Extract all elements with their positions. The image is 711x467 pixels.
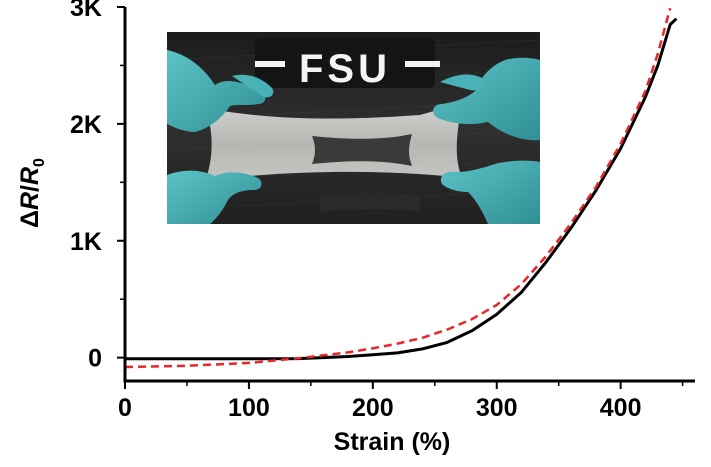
- y-tick-label: 2K: [70, 111, 102, 139]
- glove-top-right: [433, 57, 540, 141]
- data-lines: [125, 7, 678, 369]
- y-title-subscript: 0: [31, 158, 48, 167]
- fsu-sign-text: FSU: [299, 47, 391, 91]
- x-ticks: 0 100 200 300 400: [118, 381, 684, 422]
- x-tick-label: 300: [476, 394, 518, 422]
- fit-curve-line: [125, 7, 672, 369]
- y-tick-label: 3K: [70, 0, 102, 22]
- x-tick-label: 100: [228, 394, 270, 422]
- glove-top-left: [167, 50, 274, 132]
- inset-photo: FSU: [167, 32, 540, 224]
- x-tick-label: 0: [118, 394, 132, 422]
- x-tick-label: 200: [352, 394, 394, 422]
- glove-bottom-left: [167, 170, 262, 224]
- x-tick-label: 400: [600, 394, 642, 422]
- y-tick-label: 0: [88, 345, 102, 373]
- y-title-delta: Δ: [16, 210, 44, 228]
- glove-bottom-right: [440, 160, 540, 224]
- sensor-strip: [312, 134, 412, 166]
- y-title-r0: R: [16, 167, 44, 185]
- y-title-slash: /: [16, 185, 44, 192]
- y-axis-title: ΔR/R0: [16, 158, 48, 228]
- fsu-sign-plate: [255, 38, 435, 88]
- y-ticks: 0 1K 2K 3K: [70, 0, 125, 373]
- y-tick-label: 1K: [70, 228, 102, 256]
- y-title-r: R: [16, 192, 44, 210]
- x-axis-title: Strain (%): [334, 428, 451, 456]
